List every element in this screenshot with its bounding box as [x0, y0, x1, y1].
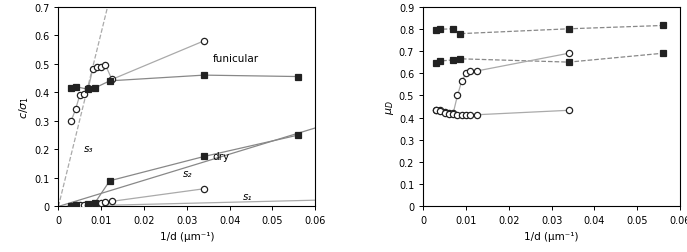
Text: s₂: s₂ [183, 168, 192, 178]
Text: s₃: s₃ [84, 143, 93, 153]
X-axis label: 1/d (μm⁻¹): 1/d (μm⁻¹) [524, 231, 579, 241]
Text: dry: dry [212, 152, 229, 162]
Y-axis label: $c/\sigma_1$: $c/\sigma_1$ [17, 96, 31, 119]
X-axis label: 1/d (μm⁻¹): 1/d (μm⁻¹) [159, 231, 214, 241]
Text: funicular: funicular [212, 54, 259, 64]
Y-axis label: $\mu_D$: $\mu_D$ [384, 100, 396, 114]
Text: s₁: s₁ [243, 191, 252, 201]
